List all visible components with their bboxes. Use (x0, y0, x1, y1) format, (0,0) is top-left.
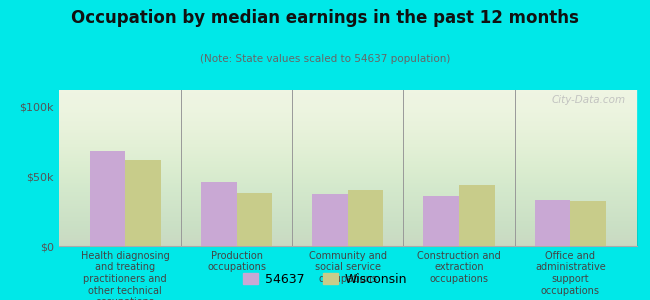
Bar (201, 182, 237, 246)
Bar (237, 193, 272, 246)
Bar (348, 190, 383, 246)
Text: (Note: State values scaled to 54637 population): (Note: State values scaled to 54637 popu… (200, 54, 450, 64)
Bar (312, 194, 348, 246)
Bar (570, 201, 606, 246)
Bar (423, 196, 459, 246)
Bar (90, 151, 125, 246)
Text: City-Data.com: City-Data.com (551, 95, 625, 105)
Bar (459, 185, 495, 246)
Bar (125, 160, 161, 246)
Legend: 54637, Wisconsin: 54637, Wisconsin (239, 268, 411, 291)
Bar (535, 200, 570, 246)
Text: Occupation by median earnings in the past 12 months: Occupation by median earnings in the pas… (71, 9, 579, 27)
